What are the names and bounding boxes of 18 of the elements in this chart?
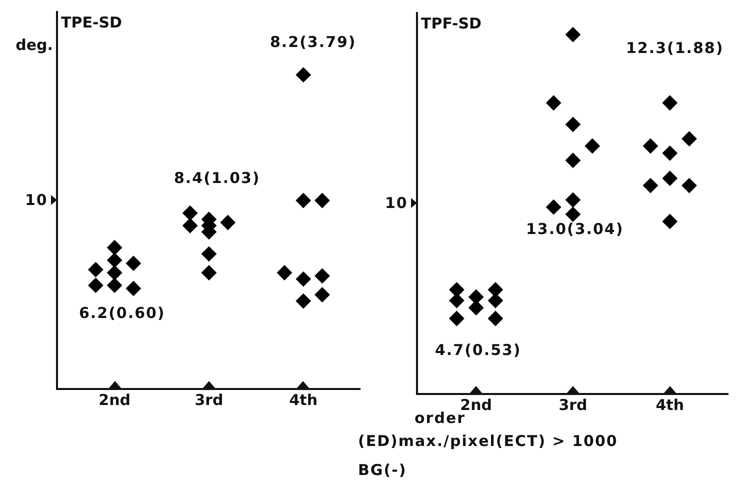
chart-title: TPF-SD [421,14,482,32]
x-tick-label: 4th [289,390,318,409]
annotation: 8.4(1.03) [174,169,260,187]
text: 10 [385,194,408,212]
y-axis-title: deg. [16,36,53,54]
x-tick-label: 4th [656,396,684,414]
x-tick-label: 2nd [98,390,131,409]
x-tick-label: 3rd [194,390,224,409]
text: (ED)max./pixel(ECT) > 1000 [358,432,618,450]
annotation: 6.2(0.60) [79,304,166,322]
text: 10 [25,191,48,209]
annotation: 4.7(0.53) [435,341,522,359]
annotation: 12.3(1.88) [626,39,724,57]
text: BG(-) [358,461,407,479]
x-tick-label: 3rd [558,396,588,414]
text: 8.2(3.79) [270,33,356,51]
annotation: 13.0(3.04) [526,220,624,238]
chart-title: TPE-SD [61,13,122,32]
